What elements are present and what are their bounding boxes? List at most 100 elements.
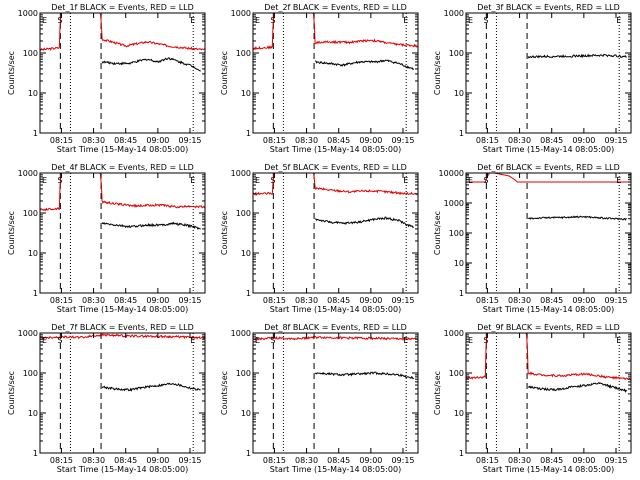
y-tick-label: 1 <box>33 289 38 298</box>
x-tick-label: 09:00 <box>359 136 382 145</box>
x-tick-label: 08:45 <box>114 456 137 465</box>
y-tick-label: 1000 <box>444 9 464 18</box>
event-marker-label: E <box>403 336 408 345</box>
y-axis-label: Counts/sec <box>220 371 229 415</box>
x-tick-label: 08:30 <box>508 456 531 465</box>
event-marker-label: S <box>483 336 488 345</box>
plot-frame <box>465 12 632 134</box>
event-marker-label: E <box>42 336 47 345</box>
x-tick-label: 09:15 <box>604 136 627 145</box>
x-tick-label: 08:30 <box>508 296 531 305</box>
x-tick-label: 08:15 <box>476 296 499 305</box>
y-tick-label: 10000 <box>439 169 464 178</box>
plot-frame <box>465 172 632 294</box>
x-tick-label: 08:15 <box>50 296 73 305</box>
y-tick-label: 10 <box>454 89 464 98</box>
chart-title: Det_6f BLACK = Events, RED = LLD <box>477 163 620 172</box>
y-tick-label: 1 <box>33 129 38 138</box>
x-axis-label: Start Time (15-May-14 08:05:00) <box>483 305 614 314</box>
y-tick-label: 10 <box>454 259 464 268</box>
event-marker-label: E <box>190 336 195 345</box>
plot-frame <box>252 332 419 454</box>
event-marker-label: S <box>57 176 62 185</box>
x-tick-label: 08:30 <box>295 456 318 465</box>
x-tick-label: 09:00 <box>146 456 169 465</box>
x-tick-label: 09:15 <box>391 136 414 145</box>
y-tick-label: 1 <box>246 449 251 458</box>
chart-title: Det_4f BLACK = Events, RED = LLD <box>51 163 194 172</box>
x-tick-label: 08:45 <box>114 136 137 145</box>
x-tick-label: 08:45 <box>327 456 350 465</box>
x-tick-label: 08:30 <box>82 456 105 465</box>
y-tick-label: 100 <box>23 209 38 218</box>
y-tick-label: 10 <box>241 249 251 258</box>
chart-panel-3: Det_3f BLACK = Events, RED = LLD 1 10 100 10… <box>433 3 632 154</box>
event-marker-label: E <box>403 176 408 185</box>
x-tick-label: 08:45 <box>114 296 137 305</box>
chart-title: Det_9f BLACK = Events, RED = LLD <box>477 323 620 332</box>
y-tick-label: 10 <box>241 89 251 98</box>
x-axis-label: Start Time (15-May-14 08:05:00) <box>57 465 188 474</box>
plot-frame <box>252 172 419 294</box>
y-tick-label: 10 <box>454 409 464 418</box>
x-axis-label: Start Time (15-May-14 08:05:00) <box>57 305 188 314</box>
x-tick-label: 09:00 <box>359 296 382 305</box>
x-tick-label: 08:45 <box>540 296 563 305</box>
chart-panel-6: Det_6f BLACK = Events, RED = LLD 1 10 100 10… <box>433 163 632 314</box>
x-tick-label: 09:00 <box>359 456 382 465</box>
x-tick-label: 08:30 <box>82 136 105 145</box>
y-axis-label: Counts/sec <box>433 211 442 255</box>
event-marker-label: E <box>468 336 473 345</box>
event-marker-label: E <box>616 16 621 25</box>
x-tick-label: 09:15 <box>178 456 201 465</box>
event-marker-label: E <box>468 16 473 25</box>
events-series-line <box>314 59 415 71</box>
lld-series-line <box>253 173 418 196</box>
x-axis-label: Start Time (15-May-14 08:05:00) <box>57 145 188 154</box>
plot-frame <box>252 12 419 134</box>
x-axis-label: Start Time (15-May-14 08:05:00) <box>270 305 401 314</box>
y-tick-label: 10 <box>28 249 38 258</box>
y-tick-label: 1 <box>459 289 464 298</box>
event-marker-label: S <box>483 176 488 185</box>
event-marker-label: S <box>57 336 62 345</box>
y-tick-label: 1 <box>459 129 464 138</box>
event-marker-label: S <box>270 16 275 25</box>
chart-panel-4: Det_4f BLACK = Events, RED = LLD 1 10 100 10… <box>7 163 206 314</box>
chart-panel-5: Det_5f BLACK = Events, RED = LLD 1 10 100 10… <box>220 163 419 314</box>
y-tick-label: 1000 <box>231 9 251 18</box>
events-series-line <box>527 381 628 393</box>
event-marker-label: E <box>190 16 195 25</box>
event-marker-label: S <box>57 16 62 25</box>
event-marker-label: E <box>255 336 260 345</box>
x-tick-label: 09:15 <box>604 456 627 465</box>
events-series-line <box>101 57 201 72</box>
y-axis-label: Counts/sec <box>433 371 442 415</box>
events-series-line <box>314 371 415 380</box>
event-marker-label: E <box>616 336 621 345</box>
chart-title: Det_1f BLACK = Events, RED = LLD <box>51 3 194 12</box>
x-tick-label: 09:00 <box>146 296 169 305</box>
events-series-line <box>527 215 627 221</box>
chart-title: Det_3f BLACK = Events, RED = LLD <box>477 3 620 12</box>
x-tick-label: 09:15 <box>604 296 627 305</box>
x-tick-label: 08:30 <box>295 296 318 305</box>
y-tick-label: 1 <box>246 289 251 298</box>
event-marker-label: S <box>270 336 275 345</box>
plot-frame <box>39 172 206 294</box>
y-axis-label: Counts/sec <box>7 211 16 255</box>
y-tick-label: 1 <box>33 449 38 458</box>
x-tick-label: 08:15 <box>50 456 73 465</box>
y-axis-label: Counts/sec <box>7 371 16 415</box>
x-tick-label: 08:15 <box>263 456 286 465</box>
x-tick-label: 08:45 <box>327 296 350 305</box>
x-tick-label: 08:30 <box>82 296 105 305</box>
x-axis-label: Start Time (15-May-14 08:05:00) <box>483 145 614 154</box>
y-tick-label: 1000 <box>18 9 38 18</box>
event-marker-label: E <box>616 176 621 185</box>
chart-title: Det_8f BLACK = Events, RED = LLD <box>264 323 407 332</box>
events-series-line <box>101 382 201 392</box>
event-marker-label: E <box>42 176 47 185</box>
y-tick-label: 10 <box>28 409 38 418</box>
y-tick-label: 1000 <box>444 199 464 208</box>
